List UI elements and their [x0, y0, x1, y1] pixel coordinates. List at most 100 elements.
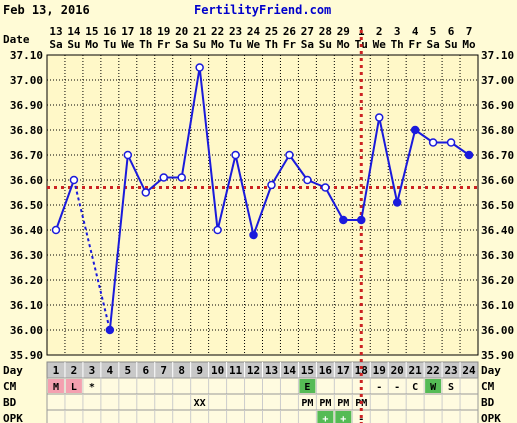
temp-point	[428, 138, 438, 147]
temp-line-segment	[378, 117, 399, 203]
opk-cell-value: +	[322, 414, 328, 423]
cm-row-label: CM	[3, 380, 17, 393]
temp-line-segment	[108, 154, 129, 331]
day-number: 7	[160, 364, 167, 377]
day-number: 10	[211, 364, 224, 377]
day-number: 19	[373, 364, 386, 377]
y-tick-label-right: 36.40	[481, 224, 514, 237]
day-row-label: Day	[3, 364, 23, 377]
y-tick-label-left: 36.70	[10, 149, 43, 162]
temp-line-segment	[396, 129, 417, 203]
day-number: 12	[247, 364, 260, 377]
y-tick-label-left: 36.50	[10, 199, 43, 212]
weekday-label: Th	[139, 38, 152, 51]
day-number: 23	[444, 364, 457, 377]
y-tick-label-left: 36.40	[10, 224, 43, 237]
cm-row-label-right: CM	[481, 380, 495, 393]
bd-cell-value: PM	[319, 398, 331, 409]
opk-row-label: OPK	[3, 412, 23, 423]
temp-point	[285, 150, 294, 160]
weekday-label: Su	[193, 38, 206, 51]
temp-point	[141, 188, 151, 197]
temp-point	[374, 113, 384, 122]
day-number: 20	[391, 364, 404, 377]
weekday-label: Su	[67, 38, 80, 51]
opk-cell-value: +	[340, 414, 346, 423]
temp-line-segment	[234, 154, 255, 236]
y-tick-label-left: 36.90	[10, 99, 43, 112]
temp-line-segment	[270, 154, 291, 186]
date-number: 29	[337, 25, 350, 38]
date-number: 28	[319, 25, 332, 38]
date-number: 25	[265, 25, 278, 38]
day-number: 21	[409, 364, 423, 377]
date-number: 26	[283, 25, 297, 38]
temp-point	[51, 225, 61, 235]
y-tick-label-left: 36.10	[10, 299, 43, 312]
date-number: 15	[85, 25, 98, 38]
weekday-label: We	[373, 38, 387, 51]
day-number: 13	[265, 364, 278, 377]
temp-point	[69, 175, 79, 185]
temp-point	[231, 150, 240, 160]
date-number: 6	[448, 25, 455, 38]
y-tick-label-left: 36.60	[10, 174, 43, 187]
temp-point	[410, 125, 420, 135]
bd-row-label: BD	[3, 396, 17, 409]
cm-cell-value: -	[376, 382, 382, 393]
cm-cell-value: M	[53, 382, 59, 393]
date-number: 16	[103, 25, 117, 38]
weekday-label: Th	[391, 38, 404, 51]
date-number: 17	[121, 25, 134, 38]
day-number: 4	[107, 364, 114, 377]
weekday-label: Sa	[49, 38, 62, 51]
date-number: 3	[394, 25, 401, 38]
bd-row-label-right: BD	[481, 396, 495, 409]
opk-row-label-right: OPK	[481, 412, 501, 423]
temp-line-segment	[126, 154, 147, 193]
day-number: 24	[462, 364, 476, 377]
y-tick-label-left: 36.00	[10, 324, 43, 337]
day-number: 9	[196, 364, 203, 377]
day-number: 18	[355, 364, 368, 377]
weekday-label: Mo	[337, 38, 351, 51]
weekday-label: Sa	[426, 38, 439, 51]
date-number: 18	[139, 25, 152, 38]
weekday-label: Sa	[301, 38, 314, 51]
temp-line-dashed	[72, 179, 111, 331]
y-tick-label-right: 36.70	[481, 149, 514, 162]
y-tick-label-right: 37.00	[481, 74, 514, 87]
bd-cell-value: XX	[194, 398, 206, 409]
y-tick-label-right: 36.00	[481, 324, 514, 337]
cm-cell-bg	[425, 379, 442, 393]
date-number: 2	[376, 25, 383, 38]
opk-cell-bg	[317, 411, 334, 423]
date-number: 21	[193, 25, 207, 38]
weekday-label: Th	[265, 38, 278, 51]
temp-line-segment	[198, 67, 219, 231]
y-tick-label-right: 36.30	[481, 249, 514, 262]
weekday-label: Mo	[462, 38, 476, 51]
day-number: 22	[426, 364, 439, 377]
temp-point	[213, 225, 222, 235]
date-number: 5	[430, 25, 437, 38]
day-number: 17	[337, 364, 350, 377]
cm-cell-value: C	[412, 382, 418, 393]
cm-cell-value: L	[71, 382, 77, 393]
y-tick-label-right: 35.90	[481, 349, 514, 362]
day-number: 2	[71, 364, 78, 377]
weekday-label: Fr	[409, 38, 423, 51]
weekday-label: Fr	[283, 38, 297, 51]
y-tick-label-left: 37.00	[10, 74, 43, 87]
y-tick-label-left: 36.30	[10, 249, 43, 262]
temp-point	[446, 138, 456, 147]
temp-point	[249, 230, 258, 240]
temp-point	[303, 175, 312, 185]
cm-cell-value: W	[430, 382, 437, 393]
weekday-label: Su	[319, 38, 332, 51]
site-link[interactable]: FertilityFriend.com	[194, 3, 332, 17]
date-number: 7	[466, 25, 473, 38]
temp-point	[177, 173, 186, 182]
weekday-label: Mo	[211, 38, 225, 51]
opk-cell-value: -	[358, 414, 364, 423]
